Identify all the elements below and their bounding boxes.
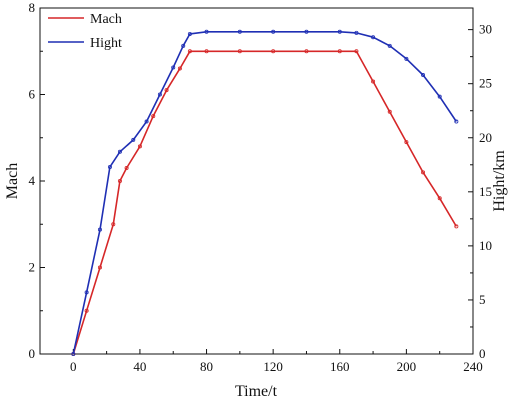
x-tick-label: 80 xyxy=(200,359,213,374)
series-point-hight xyxy=(144,119,149,124)
series-point-hight xyxy=(131,137,136,142)
legend-label-mach: Mach xyxy=(90,12,122,27)
x-tick-label: 200 xyxy=(397,359,417,374)
y-left-tick-label: 0 xyxy=(29,346,36,361)
series-point-hight xyxy=(71,351,76,356)
series-point-hight xyxy=(337,29,342,34)
series-point-mach xyxy=(111,222,116,227)
series-point-mach xyxy=(404,140,409,145)
series-point-hight xyxy=(107,164,112,169)
x-tick-label: 40 xyxy=(133,359,146,374)
series-point-mach xyxy=(164,88,169,93)
series-point-hight xyxy=(117,149,122,154)
y-right-tick-label: 30 xyxy=(479,22,492,37)
series-point-mach xyxy=(124,166,129,171)
series-point-mach xyxy=(151,114,156,119)
y-right-tick-label: 10 xyxy=(479,238,492,253)
series-point-hight xyxy=(204,29,209,34)
series-point-hight xyxy=(437,94,442,99)
series-point-hight xyxy=(421,73,426,78)
series-point-hight xyxy=(404,56,409,61)
series-point-mach xyxy=(84,308,89,313)
series-line-hight xyxy=(72,30,457,355)
series-point-mach xyxy=(337,49,342,54)
series-point-mach xyxy=(304,49,309,54)
series-point-mach xyxy=(437,196,442,201)
series-point-mach xyxy=(97,265,102,270)
series-point-hight xyxy=(181,43,186,48)
series-point-hight xyxy=(171,65,176,70)
series-point-hight xyxy=(237,29,242,34)
legend: Mach Hight xyxy=(48,12,122,51)
y-right-tick-label: 5 xyxy=(479,292,486,307)
series-point-mach xyxy=(454,224,459,229)
y-left-tick-label: 8 xyxy=(29,0,36,15)
x-tick-label: 240 xyxy=(463,359,483,374)
series-layer xyxy=(71,29,459,356)
y-axis-right-title: Hight/km xyxy=(491,150,508,212)
y-axis-left-title: Mach xyxy=(4,163,21,199)
series-point-mach xyxy=(421,170,426,175)
series-point-hight xyxy=(371,35,376,40)
series-point-mach xyxy=(271,49,276,54)
x-tick-label: 160 xyxy=(330,359,350,374)
series-line-mach xyxy=(72,50,457,355)
series-point-mach xyxy=(237,49,242,54)
series-point-hight xyxy=(84,290,89,295)
series-point-hight xyxy=(354,30,359,35)
series-point-mach xyxy=(354,49,359,54)
series-point-mach xyxy=(117,178,122,183)
series-point-mach xyxy=(204,49,209,54)
y-right-tick-label: 20 xyxy=(479,130,492,145)
series-point-mach xyxy=(177,66,182,71)
series-point-hight xyxy=(271,29,276,34)
series-point-hight xyxy=(454,119,459,124)
series-point-hight xyxy=(97,227,102,232)
series-point-mach xyxy=(387,109,392,114)
x-tick-label: 0 xyxy=(70,359,77,374)
series-point-mach xyxy=(137,144,142,149)
y-left-tick-label: 4 xyxy=(29,173,36,188)
y-right-tick-label: 15 xyxy=(479,184,492,199)
y-right-tick-label: 25 xyxy=(479,76,492,91)
y-right-tick-label: 0 xyxy=(479,346,486,361)
x-tick-label: 120 xyxy=(263,359,283,374)
series-point-hight xyxy=(387,43,392,48)
series-point-mach xyxy=(187,49,192,54)
y-left-tick-label: 6 xyxy=(29,87,36,102)
series-point-hight xyxy=(304,29,309,34)
y-left-tick-label: 2 xyxy=(29,260,36,275)
series-point-hight xyxy=(157,92,162,97)
series-point-mach xyxy=(371,79,376,84)
legend-label-hight: Hight xyxy=(90,36,122,51)
series-point-hight xyxy=(187,31,192,36)
x-axis-title: Time/t xyxy=(235,383,278,400)
